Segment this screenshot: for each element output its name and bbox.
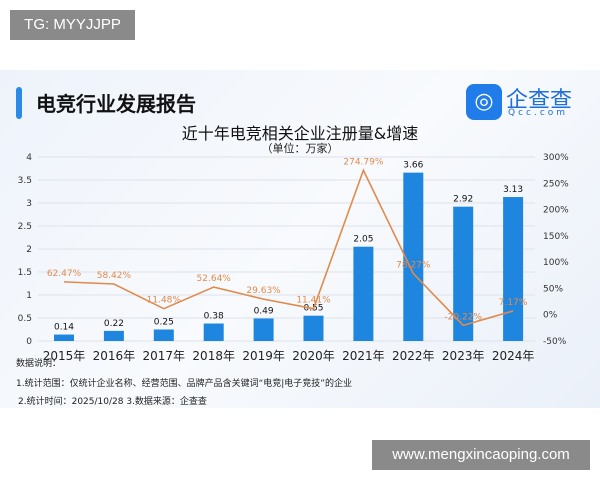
bar — [503, 197, 524, 341]
bar-label: 0.49 — [254, 306, 274, 316]
left-tick-label: 0.5 — [18, 314, 32, 324]
line-label: 52.64% — [197, 274, 232, 284]
line-label: 11.41% — [296, 296, 331, 306]
channel-badge: TG: MYYJJPP — [10, 10, 135, 40]
x-tick-label: 2015年 — [43, 349, 86, 363]
notes-heading: 数据说明： — [16, 359, 62, 369]
bar — [303, 315, 324, 341]
watermark: www.mengxincaoping.com — [372, 440, 590, 470]
line-label: -20.22% — [444, 312, 482, 322]
right-tick-label: 150% — [543, 232, 569, 242]
x-tick-label: 2018年 — [192, 349, 235, 363]
logo-url: Qcc.com — [508, 108, 569, 118]
notes-line2: 2.统计时间：2025/10/28 3.数据来源：企查查 — [18, 397, 207, 407]
right-tick-label: 50% — [543, 284, 563, 294]
line-label: 62.47% — [47, 269, 82, 279]
bar-label: 2.05 — [353, 235, 373, 245]
bar-label: 0.38 — [204, 312, 224, 322]
bar-label: 3.13 — [503, 185, 523, 195]
right-tick-label: 0% — [543, 311, 558, 321]
bar — [153, 329, 174, 341]
left-tick-label: 1 — [26, 291, 32, 301]
chart-title: 近十年电竞相关企业注册量&增速 — [181, 124, 419, 143]
x-tick-label: 2024年 — [492, 349, 535, 363]
bar-label: 0.25 — [154, 318, 174, 328]
left-tick-label: 4 — [26, 153, 32, 163]
growth-line — [63, 168, 514, 327]
line-label: 78.27% — [396, 261, 431, 271]
x-tick-label: 2023年 — [442, 349, 485, 363]
right-tick-label: -50% — [543, 337, 567, 347]
right-tick-label: 100% — [543, 258, 569, 268]
bar — [353, 246, 374, 341]
bar — [453, 206, 474, 341]
left-tick-label: 3 — [26, 199, 32, 209]
left-tick-label: 2.5 — [18, 222, 32, 232]
line-label: 274.79% — [343, 157, 383, 167]
bar — [203, 323, 224, 341]
bar — [253, 318, 274, 341]
report-card: 电竞行业发展报告 ◎ 企查查 Qcc.com 近十年电竞相关企业注册量&增速 （… — [0, 70, 600, 408]
chart-subtitle: （单位：万家） — [261, 142, 339, 155]
line-label: 11.48% — [147, 296, 182, 306]
x-tick-label: 2022年 — [392, 349, 435, 363]
x-tick-label: 2020年 — [292, 349, 335, 363]
bar — [403, 172, 424, 341]
right-tick-label: 250% — [543, 179, 569, 189]
logo-name: 企查查 — [506, 88, 573, 113]
x-tick-label: 2016年 — [93, 349, 136, 363]
bar — [54, 334, 74, 341]
x-tick-label: 2019年 — [242, 349, 285, 363]
notes-line1: 1.统计范围：仅统计企业名称、经营范围、品牌产品含关键词“电竞|电子竞技”的企业 — [16, 379, 352, 389]
x-tick-label: 2021年 — [342, 349, 385, 363]
left-tick-label: 2 — [26, 245, 32, 255]
bar-label: 2.92 — [453, 195, 473, 205]
line-label: 29.63% — [246, 286, 281, 296]
left-tick-label: 0 — [26, 337, 32, 347]
qcc-logo-icon: ◎ — [466, 84, 502, 120]
line-label: 7.17% — [499, 298, 528, 308]
bar-label: 0.14 — [54, 323, 74, 333]
right-tick-label: 300% — [543, 153, 569, 163]
bar-label: 3.66 — [403, 161, 423, 171]
bar — [103, 330, 124, 341]
x-tick-label: 2017年 — [143, 349, 186, 363]
bar-label: 0.22 — [104, 319, 124, 329]
line-label: 58.42% — [97, 271, 132, 281]
right-tick-label: 200% — [543, 206, 569, 216]
left-tick-label: 1.5 — [18, 268, 32, 278]
title-accent — [16, 87, 22, 119]
left-tick-label: 3.5 — [18, 176, 32, 186]
report-title: 电竞行业发展报告 — [36, 92, 196, 116]
